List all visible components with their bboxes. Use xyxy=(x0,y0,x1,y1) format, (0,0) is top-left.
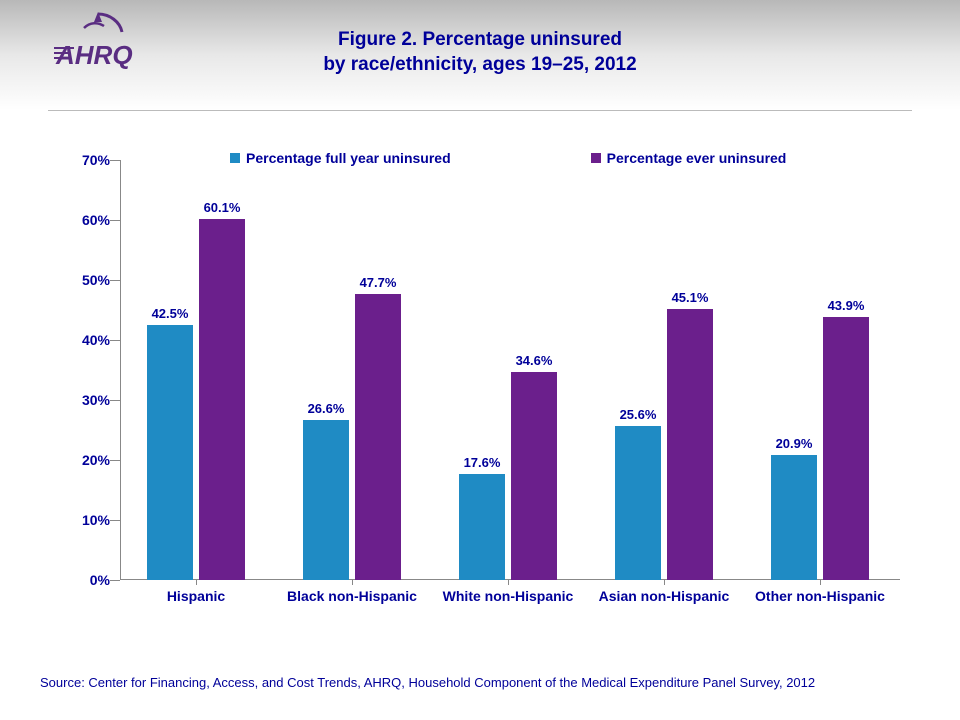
bar xyxy=(823,317,869,580)
bar-value-label: 42.5% xyxy=(140,306,200,321)
y-tick-label: 0% xyxy=(65,572,110,588)
y-tick xyxy=(110,220,120,221)
y-tick xyxy=(110,340,120,341)
bar-value-label: 20.9% xyxy=(764,436,824,451)
bar xyxy=(615,426,661,580)
bar xyxy=(459,474,505,580)
category-label: Black non-Hispanic xyxy=(287,588,417,604)
bar-value-label: 26.6% xyxy=(296,401,356,416)
bar-value-label: 25.6% xyxy=(608,407,668,422)
bar xyxy=(199,219,245,580)
y-tick-label: 20% xyxy=(65,452,110,468)
y-tick-label: 40% xyxy=(65,332,110,348)
bar xyxy=(147,325,193,580)
plot-area: 0%10%20%30%40%50%60%70%42.5%60.1%Hispani… xyxy=(120,160,900,580)
y-tick-label: 60% xyxy=(65,212,110,228)
y-axis-line xyxy=(120,160,121,580)
title-line-1: Figure 2. Percentage uninsured xyxy=(0,28,960,53)
bar xyxy=(303,420,349,580)
source-text: Source: Center for Financing, Access, an… xyxy=(40,675,920,690)
chart-area: Percentage full year uninsuredPercentage… xyxy=(60,150,910,620)
x-tick xyxy=(820,580,821,585)
bar-value-label: 43.9% xyxy=(816,298,876,313)
bar xyxy=(511,372,557,580)
category-label: Hispanic xyxy=(167,588,225,604)
bar-value-label: 34.6% xyxy=(504,353,564,368)
header-divider xyxy=(48,110,912,111)
bar-value-label: 45.1% xyxy=(660,290,720,305)
category-label: Other non-Hispanic xyxy=(755,588,885,604)
y-tick xyxy=(110,400,120,401)
y-tick-label: 30% xyxy=(65,392,110,408)
y-tick-label: 50% xyxy=(65,272,110,288)
bar xyxy=(667,309,713,580)
y-tick xyxy=(110,160,120,161)
x-tick xyxy=(352,580,353,585)
y-tick xyxy=(110,520,120,521)
bar xyxy=(771,455,817,580)
chart-title: Figure 2. Percentage uninsured by race/e… xyxy=(0,28,960,77)
category-label: White non-Hispanic xyxy=(443,588,574,604)
title-line-2: by race/ethnicity, ages 19–25, 2012 xyxy=(0,53,960,78)
x-tick xyxy=(196,580,197,585)
y-tick-label: 10% xyxy=(65,512,110,528)
category-label: Asian non-Hispanic xyxy=(599,588,730,604)
bar xyxy=(355,294,401,580)
y-tick-label: 70% xyxy=(65,152,110,168)
y-tick xyxy=(110,280,120,281)
x-tick xyxy=(508,580,509,585)
y-tick xyxy=(110,460,120,461)
bar-value-label: 60.1% xyxy=(192,200,252,215)
bar-value-label: 17.6% xyxy=(452,455,512,470)
y-tick xyxy=(110,580,120,581)
bar-value-label: 47.7% xyxy=(348,275,408,290)
x-tick xyxy=(664,580,665,585)
